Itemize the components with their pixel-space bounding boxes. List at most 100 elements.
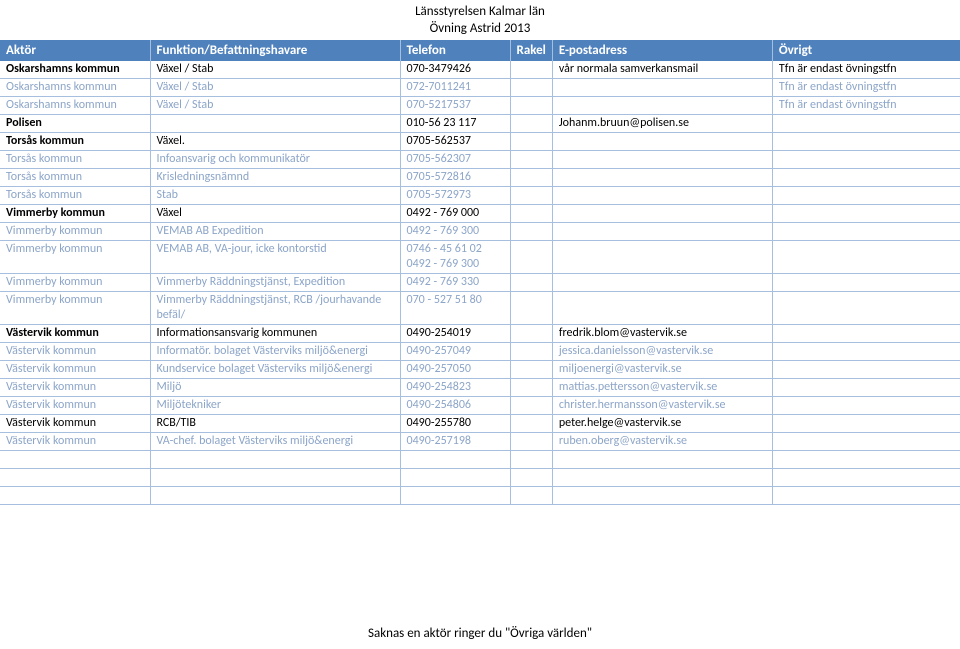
cell-ovrigt: [772, 291, 960, 324]
cell-aktor: Torsås kommun: [0, 150, 150, 168]
contact-table: Aktör Funktion/Befattningshavare Telefon…: [0, 40, 960, 505]
cell-rakel: [510, 291, 552, 324]
table-row-empty: [0, 468, 960, 486]
cell-epost: miljoenergi@vastervik.se: [552, 360, 772, 378]
table-row: Oskarshamns kommunVäxel / Stab070-521753…: [0, 96, 960, 114]
cell-epost: [552, 273, 772, 291]
cell-funktion: Växel / Stab: [150, 96, 400, 114]
cell-aktor: Polisen: [0, 114, 150, 132]
cell-ovrigt: [772, 273, 960, 291]
cell-rakel: [510, 342, 552, 360]
cell-rakel: [510, 204, 552, 222]
cell-ovrigt: [772, 432, 960, 450]
cell-epost: Johanm.bruun@polisen.se: [552, 114, 772, 132]
table-row: Polisen010-56 23 117Johanm.bruun@polisen…: [0, 114, 960, 132]
cell-empty: [552, 468, 772, 486]
cell-empty: [0, 486, 150, 504]
cell-aktor: Oskarshamns kommun: [0, 61, 150, 79]
cell-telefon: 0490-254823: [400, 378, 510, 396]
cell-ovrigt: [772, 360, 960, 378]
cell-aktor: Vimmerby kommun: [0, 240, 150, 273]
cell-ovrigt: [772, 240, 960, 273]
cell-funktion: Krisledningsnämnd: [150, 168, 400, 186]
cell-telefon: 070-3479426: [400, 61, 510, 79]
cell-rakel: [510, 168, 552, 186]
table-row: Vimmerby kommunVEMAB AB, VA-jour, icke k…: [0, 240, 960, 273]
cell-epost: [552, 150, 772, 168]
cell-telefon: 0746 - 45 61 020492 - 769 300: [400, 240, 510, 273]
table-row: Vimmerby kommunVäxel0492 - 769 000: [0, 204, 960, 222]
cell-empty: [150, 486, 400, 504]
cell-aktor: Vimmerby kommun: [0, 204, 150, 222]
col-funktion: Funktion/Befattningshavare: [150, 40, 400, 61]
cell-epost: vår normala samverkansmail: [552, 61, 772, 79]
header-line1: Länsstyrelsen Kalmar län: [0, 4, 960, 21]
cell-funktion: Vimmerby Räddningstjänst, Expedition: [150, 273, 400, 291]
col-aktor: Aktör: [0, 40, 150, 61]
table-row: Västervik kommunMiljötekniker0490-254806…: [0, 396, 960, 414]
cell-rakel: [510, 324, 552, 342]
cell-aktor: Oskarshamns kommun: [0, 96, 150, 114]
cell-funktion: VEMAB AB Expedition: [150, 222, 400, 240]
table-row: Västervik kommunVA-chef. bolaget Västerv…: [0, 432, 960, 450]
cell-ovrigt: [772, 378, 960, 396]
cell-empty: [0, 468, 150, 486]
cell-funktion: VA-chef. bolaget Västerviks miljö&energi: [150, 432, 400, 450]
cell-epost: [552, 168, 772, 186]
cell-telefon: 0705-572973: [400, 186, 510, 204]
cell-rakel: [510, 150, 552, 168]
cell-empty: [510, 468, 552, 486]
cell-funktion: VEMAB AB, VA-jour, icke kontorstid: [150, 240, 400, 273]
cell-ovrigt: [772, 204, 960, 222]
cell-telefon: 0492 - 769 000: [400, 204, 510, 222]
cell-telefon: 0490-257050: [400, 360, 510, 378]
cell-ovrigt: [772, 324, 960, 342]
col-ovrigt: Övrigt: [772, 40, 960, 61]
cell-rakel: [510, 222, 552, 240]
page: Länsstyrelsen Kalmar län Övning Astrid 2…: [0, 0, 960, 649]
cell-empty: [510, 486, 552, 504]
cell-epost: fredrik.blom@vastervik.se: [552, 324, 772, 342]
col-rakel: Rakel: [510, 40, 552, 61]
cell-telefon: 072-7011241: [400, 78, 510, 96]
cell-empty: [0, 450, 150, 468]
cell-epost: [552, 186, 772, 204]
cell-funktion: Vimmerby Räddningstjänst, RCB /jourhavan…: [150, 291, 400, 324]
cell-telefon: 0492 - 769 330: [400, 273, 510, 291]
cell-aktor: Västervik kommun: [0, 360, 150, 378]
cell-funktion: Informationsansvarig kommunen: [150, 324, 400, 342]
cell-funktion: Infoansvarig och kommunikatör: [150, 150, 400, 168]
cell-epost: jessica.danielsson@vastervik.se: [552, 342, 772, 360]
cell-ovrigt: [772, 414, 960, 432]
table-row: Torsås kommunKrisledningsnämnd0705-57281…: [0, 168, 960, 186]
cell-ovrigt: [772, 168, 960, 186]
cell-empty: [510, 450, 552, 468]
cell-rakel: [510, 378, 552, 396]
cell-ovrigt: Tfn är endast övningstfn: [772, 78, 960, 96]
cell-empty: [772, 486, 960, 504]
cell-epost: peter.helge@vastervik.se: [552, 414, 772, 432]
cell-funktion: Växel: [150, 204, 400, 222]
cell-empty: [400, 486, 510, 504]
cell-aktor: Torsås kommun: [0, 186, 150, 204]
cell-epost: christer.hermansson@vastervik.se: [552, 396, 772, 414]
cell-telefon: 0490-254806: [400, 396, 510, 414]
page-header: Länsstyrelsen Kalmar län Övning Astrid 2…: [0, 0, 960, 40]
page-footer: Saknas en aktör ringer du "Övriga världe…: [0, 626, 960, 641]
cell-epost: [552, 291, 772, 324]
cell-aktor: Oskarshamns kommun: [0, 78, 150, 96]
cell-rakel: [510, 96, 552, 114]
cell-rakel: [510, 414, 552, 432]
cell-rakel: [510, 240, 552, 273]
cell-telefon: 0490-257049: [400, 342, 510, 360]
table-row: Västervik kommunInformatör. bolaget Väst…: [0, 342, 960, 360]
cell-ovrigt: [772, 150, 960, 168]
cell-ovrigt: [772, 342, 960, 360]
cell-empty: [772, 468, 960, 486]
cell-funktion: Stab: [150, 186, 400, 204]
cell-aktor: Vimmerby kommun: [0, 222, 150, 240]
cell-ovrigt: [772, 132, 960, 150]
col-epost: E-postadress: [552, 40, 772, 61]
table-row: Västervik kommunRCB/TIB0490-255780peter.…: [0, 414, 960, 432]
cell-rakel: [510, 396, 552, 414]
